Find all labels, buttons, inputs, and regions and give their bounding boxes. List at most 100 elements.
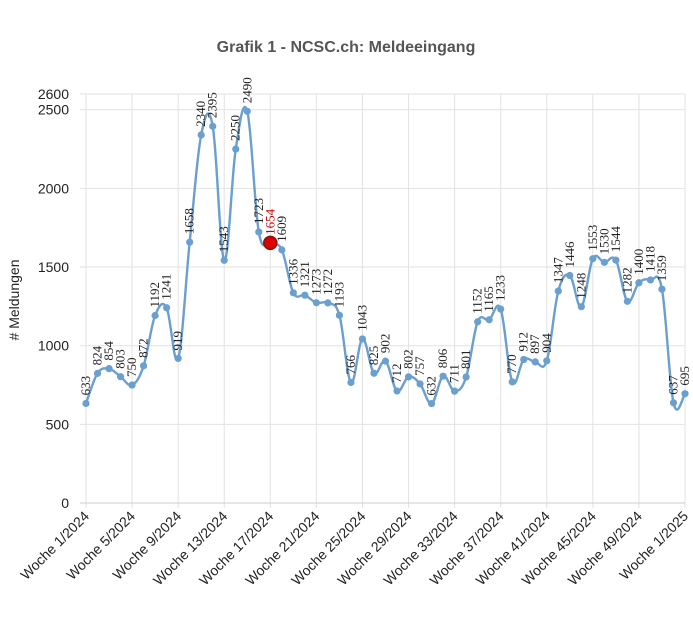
data-label: 1043 [354, 305, 369, 331]
data-point[interactable] [474, 318, 482, 326]
data-label: 766 [343, 355, 358, 375]
data-point[interactable] [531, 358, 539, 366]
chart-title: Grafik 1 - NCSC.ch: Meldeeingang [217, 39, 476, 56]
data-label: 1418 [642, 246, 657, 272]
data-point[interactable] [439, 372, 447, 380]
data-point[interactable] [589, 255, 597, 263]
data-label: 1544 [608, 226, 623, 253]
data-point[interactable] [554, 287, 562, 295]
data-point[interactable] [462, 373, 470, 381]
data-point[interactable] [635, 279, 643, 287]
data-point[interactable] [278, 246, 286, 254]
data-label: 1152 [470, 288, 485, 314]
data-point[interactable] [82, 399, 90, 408]
data-point[interactable] [105, 365, 113, 373]
data-point[interactable] [543, 357, 551, 365]
data-point[interactable] [139, 362, 148, 370]
data-point[interactable] [370, 369, 378, 377]
data-label: 1658 [182, 208, 197, 234]
data-point[interactable] [497, 305, 505, 313]
data-label: 1272 [320, 269, 335, 295]
y-tick-label: 0 [61, 495, 69, 511]
data-label: 711 [447, 364, 462, 383]
data-point[interactable] [220, 256, 228, 264]
data-point[interactable] [301, 291, 309, 299]
data-point[interactable] [174, 354, 182, 363]
data-label: 919 [170, 331, 185, 351]
data-point[interactable] [404, 373, 413, 381]
y-tick-label: 2000 [38, 180, 69, 196]
data-point[interactable] [646, 276, 655, 284]
data-point[interactable] [347, 378, 355, 387]
data-label: 1321 [297, 261, 312, 287]
data-label: 2250 [228, 115, 243, 141]
data-label: 912 [516, 332, 531, 352]
data-label: 1359 [654, 255, 669, 281]
data-point[interactable] [381, 357, 390, 365]
data-point[interactable] [681, 390, 689, 398]
data-label: 1282 [619, 267, 634, 293]
data-point[interactable] [416, 380, 424, 388]
data-label: 902 [378, 334, 393, 354]
data-point[interactable] [358, 335, 367, 343]
y-tick-label: 500 [46, 416, 70, 432]
data-point[interactable] [232, 145, 240, 153]
data-point[interactable] [163, 304, 171, 312]
data-point[interactable] [451, 387, 459, 395]
data-label: 712 [389, 363, 404, 383]
data-point[interactable] [520, 355, 528, 364]
y-tick-label: 2500 [38, 102, 69, 118]
data-label: 2395 [205, 92, 220, 118]
data-point[interactable] [427, 399, 436, 408]
data-point[interactable] [116, 373, 125, 381]
data-point[interactable] [186, 238, 194, 246]
data-label: 757 [412, 356, 427, 376]
data-point[interactable] [612, 256, 620, 264]
data-point[interactable] [243, 107, 251, 115]
data-label: 825 [366, 346, 381, 366]
data-point[interactable] [577, 303, 585, 311]
data-point[interactable] [312, 299, 320, 307]
data-point[interactable] [324, 299, 332, 307]
data-label: 1347 [550, 257, 565, 284]
data-label: 1241 [159, 274, 174, 300]
data-label: 2340 [193, 101, 208, 127]
data-point[interactable] [600, 258, 608, 266]
data-point[interactable] [508, 378, 516, 386]
data-label: 750 [124, 358, 139, 378]
data-label: 1723 [251, 198, 266, 224]
data-point[interactable] [289, 289, 297, 297]
data-label: 2490 [239, 77, 254, 103]
y-tick-label: 2600 [38, 86, 69, 102]
data-point[interactable] [197, 131, 205, 139]
data-label: 1609 [274, 216, 289, 242]
data-point[interactable] [335, 311, 344, 319]
data-label: 1654 [262, 208, 277, 235]
data-label: 872 [136, 338, 151, 358]
data-point[interactable] [393, 387, 401, 395]
data-point[interactable] [128, 381, 136, 389]
data-point[interactable] [669, 399, 678, 407]
data-label: 1233 [493, 275, 508, 301]
data-label: 770 [504, 354, 519, 374]
y-tick-label: 1000 [38, 338, 69, 354]
data-point[interactable] [623, 297, 632, 305]
data-label: 1165 [481, 286, 496, 312]
data-label: 1400 [631, 249, 646, 275]
data-point[interactable] [93, 369, 102, 377]
data-label: 633 [78, 376, 93, 396]
data-label: 824 [90, 345, 105, 365]
data-point[interactable] [485, 316, 493, 324]
data-point[interactable] [209, 122, 217, 130]
y-axis-label: # Meldungen [6, 260, 22, 341]
data-point[interactable] [566, 271, 574, 280]
data-label: 803 [113, 349, 128, 369]
data-label: 1553 [585, 225, 600, 251]
data-point[interactable] [151, 311, 159, 320]
data-point[interactable] [255, 228, 263, 236]
data-point[interactable] [658, 285, 666, 293]
data-point-highlight[interactable] [263, 235, 278, 251]
